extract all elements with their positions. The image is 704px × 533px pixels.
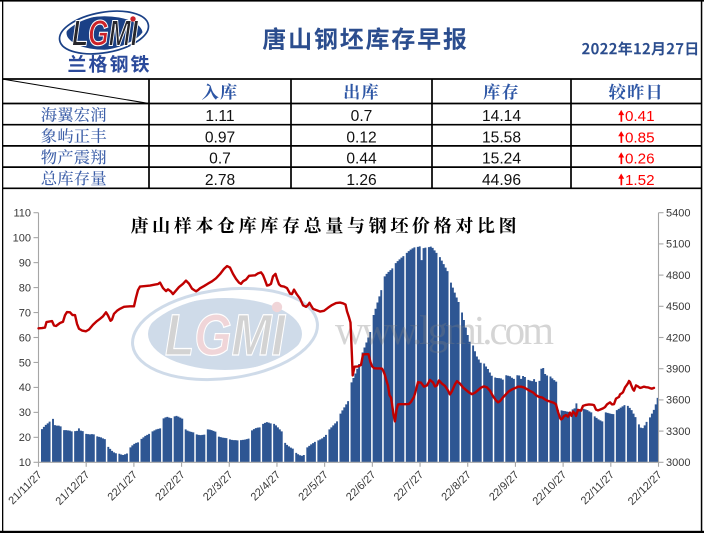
svg-text:www.lgmi.com: www.lgmi.com (335, 307, 554, 353)
svg-text:0.7: 0.7 (209, 151, 231, 168)
svg-text:20: 20 (19, 432, 31, 444)
svg-text:LGMI: LGMI (72, 13, 139, 54)
svg-text:LGMI: LGMI (165, 303, 287, 368)
svg-text:14.14: 14.14 (482, 108, 521, 125)
svg-text:70: 70 (19, 307, 31, 319)
svg-text:0.41: 0.41 (625, 108, 655, 125)
svg-text:40: 40 (19, 382, 31, 394)
svg-text:0.26: 0.26 (625, 151, 655, 168)
svg-text:0.7: 0.7 (351, 108, 373, 125)
svg-text:3600: 3600 (666, 395, 690, 407)
svg-text:80: 80 (19, 282, 31, 294)
svg-text:4500: 4500 (666, 301, 690, 313)
svg-text:30: 30 (19, 407, 31, 419)
svg-text:50: 50 (19, 357, 31, 369)
svg-text:1.26: 1.26 (346, 172, 376, 189)
svg-text:60: 60 (19, 332, 31, 344)
svg-text:15.58: 15.58 (482, 129, 521, 146)
svg-text:1.11: 1.11 (205, 108, 234, 125)
svg-text:10: 10 (19, 457, 31, 469)
svg-text:0.44: 0.44 (346, 151, 377, 168)
svg-text:0.12: 0.12 (346, 129, 376, 146)
svg-text:110: 110 (13, 208, 31, 220)
svg-text:90: 90 (19, 257, 31, 269)
svg-text:100: 100 (13, 232, 31, 244)
svg-text:15.24: 15.24 (482, 151, 521, 168)
svg-text:0.97: 0.97 (205, 129, 235, 146)
svg-text:5400: 5400 (666, 208, 690, 220)
svg-text:44.96: 44.96 (482, 172, 521, 189)
svg-text:2.78: 2.78 (205, 172, 235, 189)
svg-text:3300: 3300 (666, 426, 690, 438)
svg-text:0.85: 0.85 (625, 129, 655, 146)
svg-text:4800: 4800 (666, 270, 690, 282)
svg-text:4200: 4200 (666, 332, 690, 344)
svg-text:5100: 5100 (666, 239, 690, 251)
svg-text:3000: 3000 (666, 457, 690, 469)
svg-text:3900: 3900 (666, 364, 690, 376)
svg-text:1.52: 1.52 (625, 172, 655, 189)
